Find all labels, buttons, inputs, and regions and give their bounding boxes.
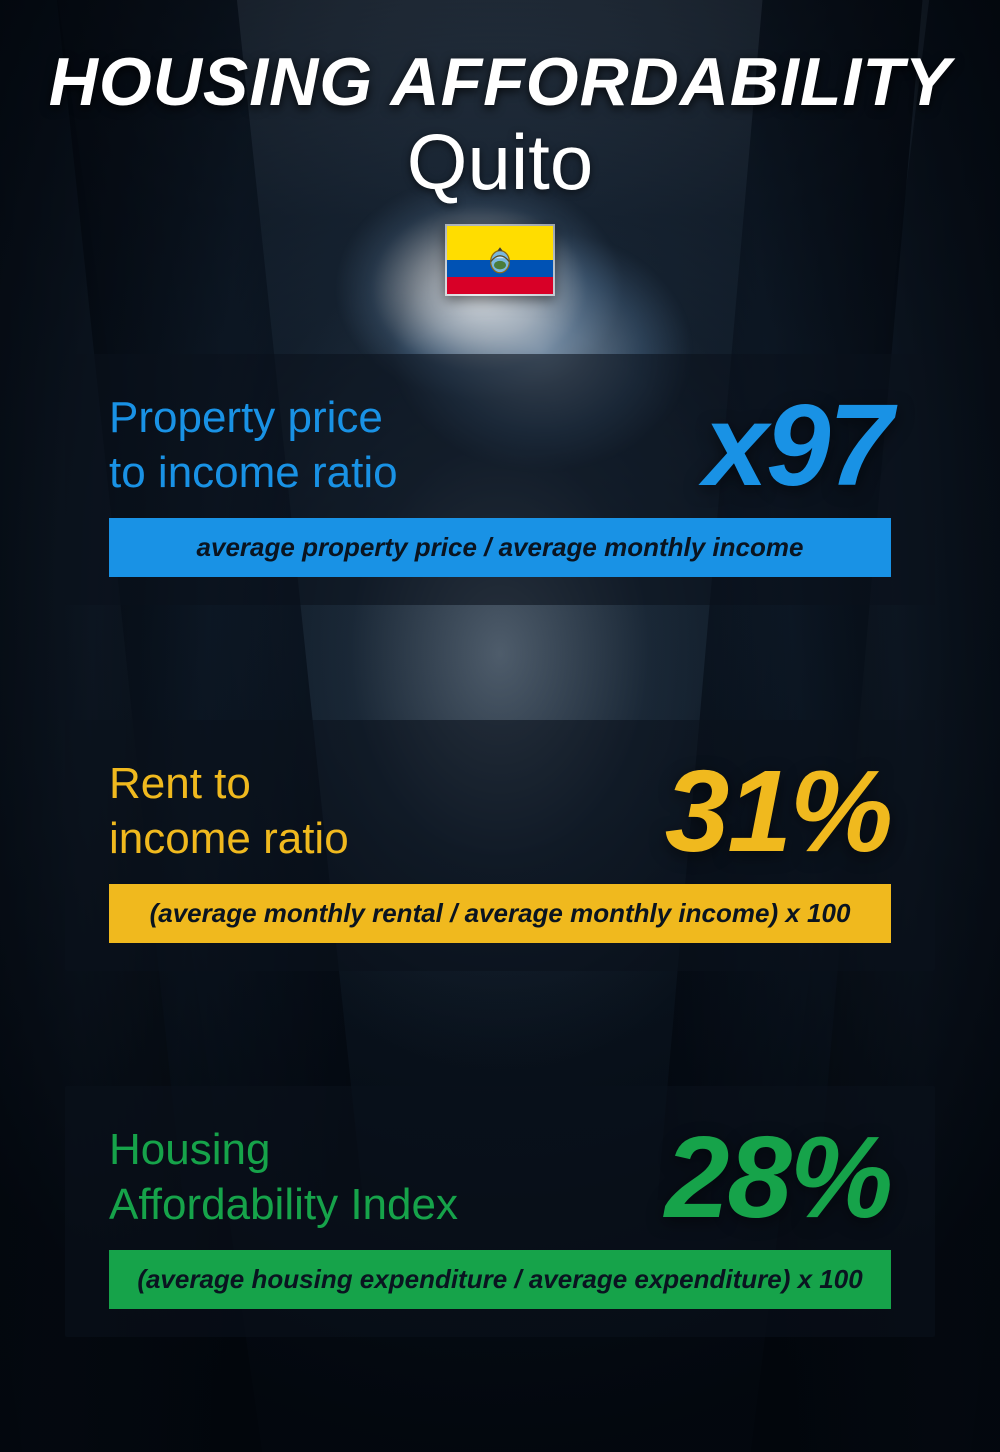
subtitle: Quito <box>407 120 593 206</box>
metric-value: 31% <box>665 759 891 863</box>
formula-bar: (average housing expenditure / average e… <box>109 1250 891 1309</box>
metric-row: Housing Affordability Index 28% <box>109 1122 891 1232</box>
metric-label: Property price to income ratio <box>109 390 398 500</box>
flag-stripe-red <box>447 277 553 294</box>
metric-row: Rent to income ratio 31% <box>109 756 891 866</box>
formula-bar: (average monthly rental / average monthl… <box>109 884 891 943</box>
metric-value: x97 <box>703 393 891 497</box>
metric-card-rent-income: Rent to income ratio 31% (average monthl… <box>65 720 935 971</box>
flag-emblem-icon <box>483 243 517 277</box>
main-title: HOUSING AFFORDABILITY <box>49 48 951 116</box>
metric-card-property-price: Property price to income ratio x97 avera… <box>65 354 935 605</box>
metric-label: Rent to income ratio <box>109 756 349 866</box>
content-container: HOUSING AFFORDABILITY Quito Property pri… <box>0 0 1000 1452</box>
metric-value: 28% <box>665 1125 891 1229</box>
metric-row: Property price to income ratio x97 <box>109 390 891 500</box>
ecuador-flag-icon <box>445 224 555 296</box>
formula-bar: average property price / average monthly… <box>109 518 891 577</box>
metric-card-affordability-index: Housing Affordability Index 28% (average… <box>65 1086 935 1337</box>
metric-label: Housing Affordability Index <box>109 1122 458 1232</box>
